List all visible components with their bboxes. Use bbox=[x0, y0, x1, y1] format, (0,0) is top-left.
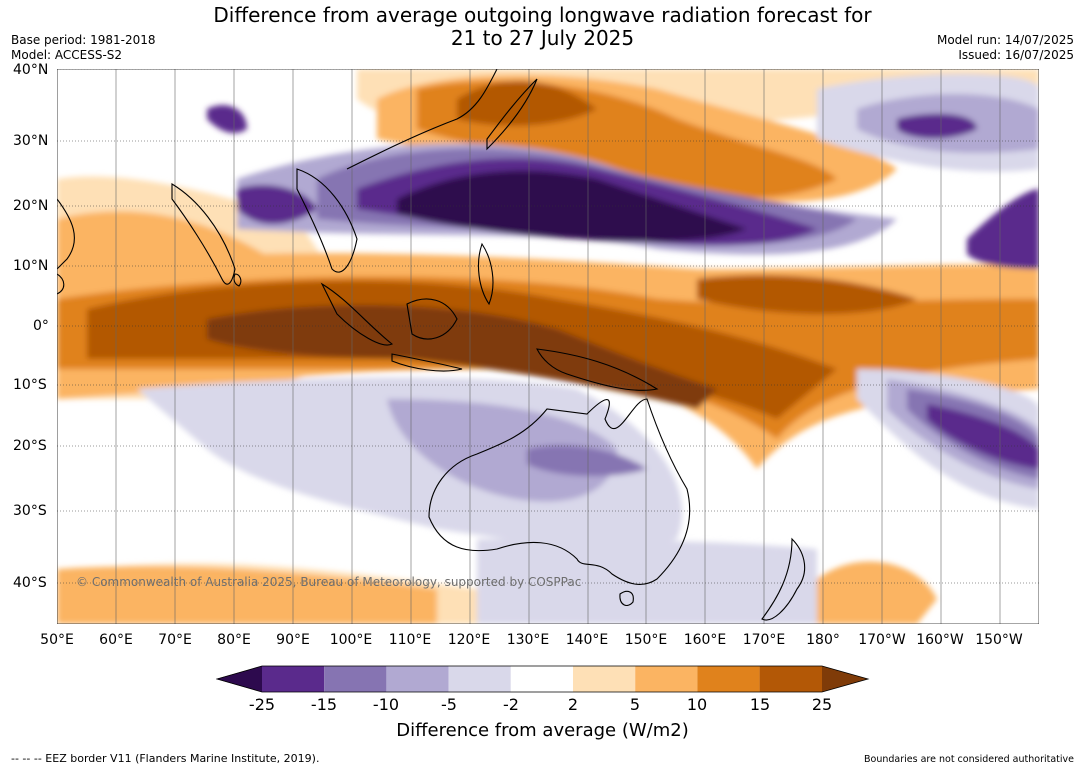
colorbar-tick-10: 25 bbox=[811, 695, 833, 714]
lat-label-40s: 40°S bbox=[13, 575, 47, 591]
coast-africa-horn bbox=[57, 273, 65, 295]
colorbar-swatch-7 bbox=[635, 666, 698, 692]
colorbar-outline bbox=[216, 665, 870, 693]
anomaly-map bbox=[57, 69, 1039, 624]
lon-label-120e: 120°E bbox=[447, 632, 491, 648]
coast-tasmania bbox=[619, 590, 634, 606]
lat-label-20s: 20°S bbox=[13, 438, 47, 454]
title-line-2: 21 to 27 July 2025 bbox=[450, 26, 635, 50]
coast-japan bbox=[486, 78, 538, 151]
lat-label-0: 0° bbox=[33, 318, 49, 334]
coast-new-zealand bbox=[761, 537, 806, 621]
colorbar-tick-5: -2 bbox=[503, 695, 519, 714]
coast-arabia bbox=[57, 198, 75, 270]
boundary-disclaimer: Boundaries are not considered authoritat… bbox=[864, 754, 1074, 765]
colorbar-label: Difference from average (W/m2) bbox=[396, 720, 689, 741]
anomaly-orange-south bbox=[57, 566, 437, 624]
meridians bbox=[57, 69, 1001, 624]
colorbar-swatch-4 bbox=[448, 666, 511, 692]
base-period: Base period: 1981-2018 bbox=[11, 33, 156, 47]
lon-label-50e: 50°E bbox=[40, 632, 74, 648]
colorbar-tick-4: -5 bbox=[441, 695, 457, 714]
model-run: Model run: 14/07/2025 bbox=[936, 33, 1074, 47]
lat-label-30s: 30°S bbox=[13, 503, 47, 519]
coast-sumatra bbox=[320, 282, 394, 346]
colorbar-tick-6: 2 bbox=[567, 695, 579, 714]
lon-label-170w: 170°W bbox=[858, 632, 906, 648]
anomaly-purple-east-pacific bbox=[967, 189, 1039, 269]
anomaly-lavender-southeast bbox=[477, 539, 817, 624]
colorbar-swatch-3 bbox=[386, 666, 449, 692]
issued-date: Issued: 16/07/2025 bbox=[958, 48, 1074, 62]
lon-label-90e: 90°E bbox=[276, 632, 310, 648]
meta-left: Base period: 1981-2018 Model: ACCESS-S2 bbox=[11, 33, 156, 63]
coast-borneo bbox=[406, 298, 458, 340]
lon-label-60e: 60°E bbox=[99, 632, 133, 648]
title-line-1: Difference from average outgoing longwav… bbox=[213, 3, 872, 27]
meta-right: Model run: 14/07/2025 Issued: 16/07/2025 bbox=[937, 33, 1074, 63]
colorbar-tick-9: 15 bbox=[749, 695, 771, 714]
coast-indochina bbox=[296, 168, 358, 273]
anomaly-deep-purple-west-pacific bbox=[397, 170, 747, 242]
eez-note: -- -- -- EEZ border V11 (Flanders Marine… bbox=[11, 752, 320, 765]
lon-label-100e: 100°E bbox=[329, 632, 373, 648]
coast-sri-lanka bbox=[233, 273, 242, 287]
anomaly-purple-bay-of-bengal bbox=[237, 185, 317, 224]
colorbar-extend-high bbox=[822, 666, 868, 692]
lon-label-80e: 80°E bbox=[217, 632, 251, 648]
colorbar bbox=[216, 665, 870, 693]
colorbar-tick-8: 10 bbox=[686, 695, 708, 714]
colorbar-tick-2: -15 bbox=[310, 695, 338, 714]
lon-label-170e: 170°E bbox=[742, 632, 786, 648]
anomaly-slate-australia bbox=[527, 445, 647, 476]
colorbar-extend-low bbox=[216, 666, 262, 692]
anomaly-brown-central-pacific bbox=[697, 275, 917, 314]
colorbar-swatch-5 bbox=[510, 666, 573, 692]
lon-label-70e: 70°E bbox=[158, 632, 192, 648]
coast-india bbox=[171, 183, 236, 285]
coast-philippines bbox=[477, 242, 494, 306]
lon-label-130e: 130°E bbox=[506, 632, 550, 648]
colorbar-tick-7: 5 bbox=[629, 695, 641, 714]
lon-label-140e: 140°E bbox=[565, 632, 609, 648]
coast-java bbox=[391, 353, 463, 372]
lon-label-150e: 150°E bbox=[624, 632, 668, 648]
lat-label-10s: 10°S bbox=[13, 377, 47, 393]
lat-label-40n: 40°N bbox=[13, 62, 49, 78]
colorbar-tick-3: -10 bbox=[372, 695, 400, 714]
colorbar-swatch-8 bbox=[697, 666, 760, 692]
colorbar-swatch-2 bbox=[324, 666, 387, 692]
coast-new-guinea bbox=[536, 348, 659, 391]
lon-label-150w: 150°W bbox=[975, 632, 1023, 648]
chart-title: Difference from average outgoing longwav… bbox=[0, 4, 1085, 50]
anomaly-purple-north-pacific bbox=[897, 113, 977, 139]
lon-label-160e: 160°E bbox=[683, 632, 727, 648]
colorbar-swatch-9 bbox=[759, 666, 822, 692]
model-name: Model: ACCESS-S2 bbox=[11, 48, 123, 62]
anomaly-brown-north bbox=[457, 80, 597, 126]
anomaly-purple-tibet bbox=[207, 105, 247, 134]
lon-label-180: 180° bbox=[806, 632, 840, 648]
anomaly-lilac-australia bbox=[387, 399, 617, 502]
coast-australia bbox=[428, 398, 691, 585]
coastlines bbox=[57, 69, 806, 621]
colorbar-swatch-6 bbox=[573, 666, 636, 692]
lon-label-110e: 110°E bbox=[388, 632, 432, 648]
anomaly-purple-south-pacific bbox=[927, 404, 1039, 469]
anomaly-darkest-orange-equator bbox=[207, 305, 717, 409]
lon-label-160w: 160°W bbox=[916, 632, 964, 648]
copyright-notice: © Commonwealth of Australia 2025, Bureau… bbox=[76, 575, 582, 589]
anomaly-field bbox=[57, 69, 1039, 624]
colorbar-swatch-1 bbox=[262, 666, 325, 692]
lat-label-10n: 10°N bbox=[13, 258, 49, 274]
coast-china bbox=[346, 69, 498, 170]
lat-label-20n: 20°N bbox=[13, 198, 49, 214]
lat-label-30n: 30°N bbox=[13, 133, 49, 149]
anomaly-orange-southeast bbox=[817, 561, 937, 624]
colorbar-tick-1: -25 bbox=[248, 695, 276, 714]
